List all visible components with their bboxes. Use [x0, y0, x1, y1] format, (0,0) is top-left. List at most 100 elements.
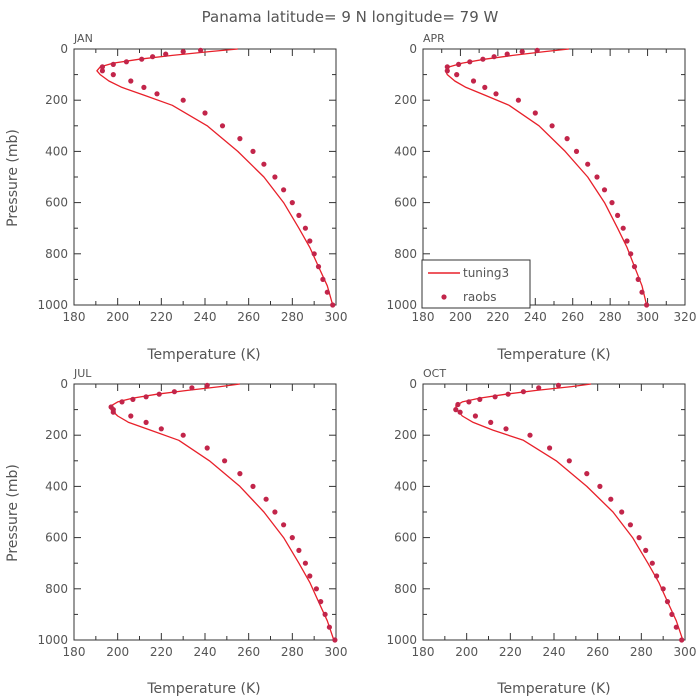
data-point-raobs — [488, 419, 494, 425]
x-tick-label: 220 — [486, 310, 509, 324]
data-point-raobs — [281, 187, 287, 193]
x-tick-label: 260 — [586, 645, 609, 659]
data-point-raobs — [128, 413, 134, 419]
data-point-raobs — [110, 61, 116, 67]
data-point-raobs — [296, 547, 302, 554]
data-point-raobs — [608, 496, 614, 502]
panel-jul: Pressure (mb) Temperature (K) JUL 180 200… — [5, 367, 347, 697]
data-point-raobs — [296, 212, 302, 218]
y-tick-label: 400 — [394, 144, 417, 158]
data-point-raobs — [566, 458, 572, 464]
x-tick-label: 300 — [325, 645, 348, 659]
plot-frame — [422, 383, 686, 641]
data-point-raobs — [454, 72, 460, 78]
data-point-raobs — [326, 624, 332, 630]
x-tick-label: 260 — [561, 310, 584, 324]
x-tick-label: 200 — [106, 310, 129, 324]
data-point-raobs — [237, 136, 243, 142]
y-axis-label: Pressure (mb) — [5, 464, 21, 562]
data-point-raobs — [444, 68, 450, 74]
data-point-raobs — [631, 264, 638, 270]
data-point-raobs — [154, 91, 160, 97]
data-point-raobs — [467, 59, 473, 65]
data-point-raobs — [660, 586, 666, 592]
data-point-raobs — [457, 409, 463, 415]
data-point-raobs — [139, 56, 145, 62]
legend-marker-swatch — [441, 294, 447, 300]
data-point-raobs — [143, 394, 149, 400]
data-point-raobs — [649, 560, 655, 566]
panel-oct: Temperature (K) OCT 180 200 220 240 260 280 30… — [386, 367, 696, 697]
series-line-tuning3 — [110, 383, 335, 641]
plot-frame — [73, 383, 337, 641]
series-line-tuning3 — [444, 48, 648, 306]
data-point-raobs — [130, 396, 136, 402]
data-point-raobs — [189, 385, 195, 391]
x-tick-label: 180 — [63, 645, 86, 659]
data-point-raobs — [141, 84, 147, 90]
y-tick-label: 0 — [60, 377, 68, 391]
data-point-raobs — [237, 471, 243, 477]
data-point-raobs — [313, 586, 319, 592]
data-point-raobs — [594, 174, 600, 180]
data-point-raobs — [643, 547, 649, 554]
data-point-raobs — [156, 391, 162, 397]
x-tick-label: 180 — [63, 310, 86, 324]
panel-apr: Temperature (K) APR 180 200 220 240 260 280 30… — [386, 32, 696, 363]
legend-box — [421, 259, 531, 309]
data-point-raobs — [272, 174, 278, 180]
data-point-raobs — [520, 389, 527, 395]
data-point-raobs — [307, 238, 313, 244]
x-tick-label: 200 — [449, 310, 472, 324]
data-point-raobs — [515, 97, 522, 103]
data-point-raobs — [573, 148, 580, 154]
y-tick-label: 200 — [45, 93, 68, 107]
data-point-raobs — [615, 212, 621, 218]
y-tick-label: 0 — [409, 42, 417, 56]
y-tick-label: 200 — [45, 428, 68, 442]
data-point-raobs — [307, 573, 313, 579]
y-tick-label: 600 — [45, 531, 68, 545]
data-point-raobs — [628, 251, 634, 257]
data-point-raobs — [315, 264, 322, 270]
data-point-raobs — [534, 47, 540, 53]
data-point-raobs — [204, 445, 210, 451]
x-tick-label: 240 — [194, 310, 217, 324]
data-point-raobs — [644, 302, 650, 308]
y-tick-label: 0 — [409, 377, 417, 391]
x-tick-label: 180 — [412, 645, 435, 659]
data-point-raobs — [635, 276, 641, 282]
y-tick-label: 0 — [60, 42, 68, 56]
y-tick-label: 400 — [45, 479, 68, 493]
y-tick-label: 600 — [45, 196, 68, 210]
x-tick-label: 220 — [499, 645, 522, 659]
data-point-raobs — [143, 419, 149, 425]
x-tick-label: 260 — [237, 310, 260, 324]
y-tick-label: 200 — [394, 428, 417, 442]
data-point-raobs — [119, 399, 125, 405]
panel-title: OCT — [423, 367, 446, 380]
data-point-raobs — [222, 458, 228, 464]
x-tick-label: 280 — [599, 310, 622, 324]
data-point-raobs — [466, 399, 472, 405]
data-point-raobs — [564, 136, 570, 142]
data-point-raobs — [198, 47, 204, 53]
x-axis-label: Temperature (K) — [496, 347, 610, 363]
panel-jan: Pressure (mb) Temperature (K) JAN 180 200… — [5, 32, 347, 363]
x-tick-label: 200 — [455, 645, 478, 659]
data-point-raobs — [504, 51, 510, 57]
y-tick-label: 800 — [45, 247, 68, 261]
data-point-raobs — [609, 200, 615, 206]
y-tick-label: 800 — [394, 582, 417, 596]
data-point-raobs — [263, 496, 269, 502]
data-point-raobs — [585, 161, 591, 167]
data-point-raobs — [272, 509, 278, 515]
x-axis-label: Temperature (K) — [496, 681, 610, 697]
data-point-raobs — [636, 535, 642, 541]
data-point-raobs — [493, 91, 499, 97]
y-tick-label: 400 — [394, 479, 417, 493]
data-point-raobs — [289, 200, 295, 206]
data-point-raobs — [679, 637, 685, 643]
x-tick-label: 320 — [674, 310, 697, 324]
